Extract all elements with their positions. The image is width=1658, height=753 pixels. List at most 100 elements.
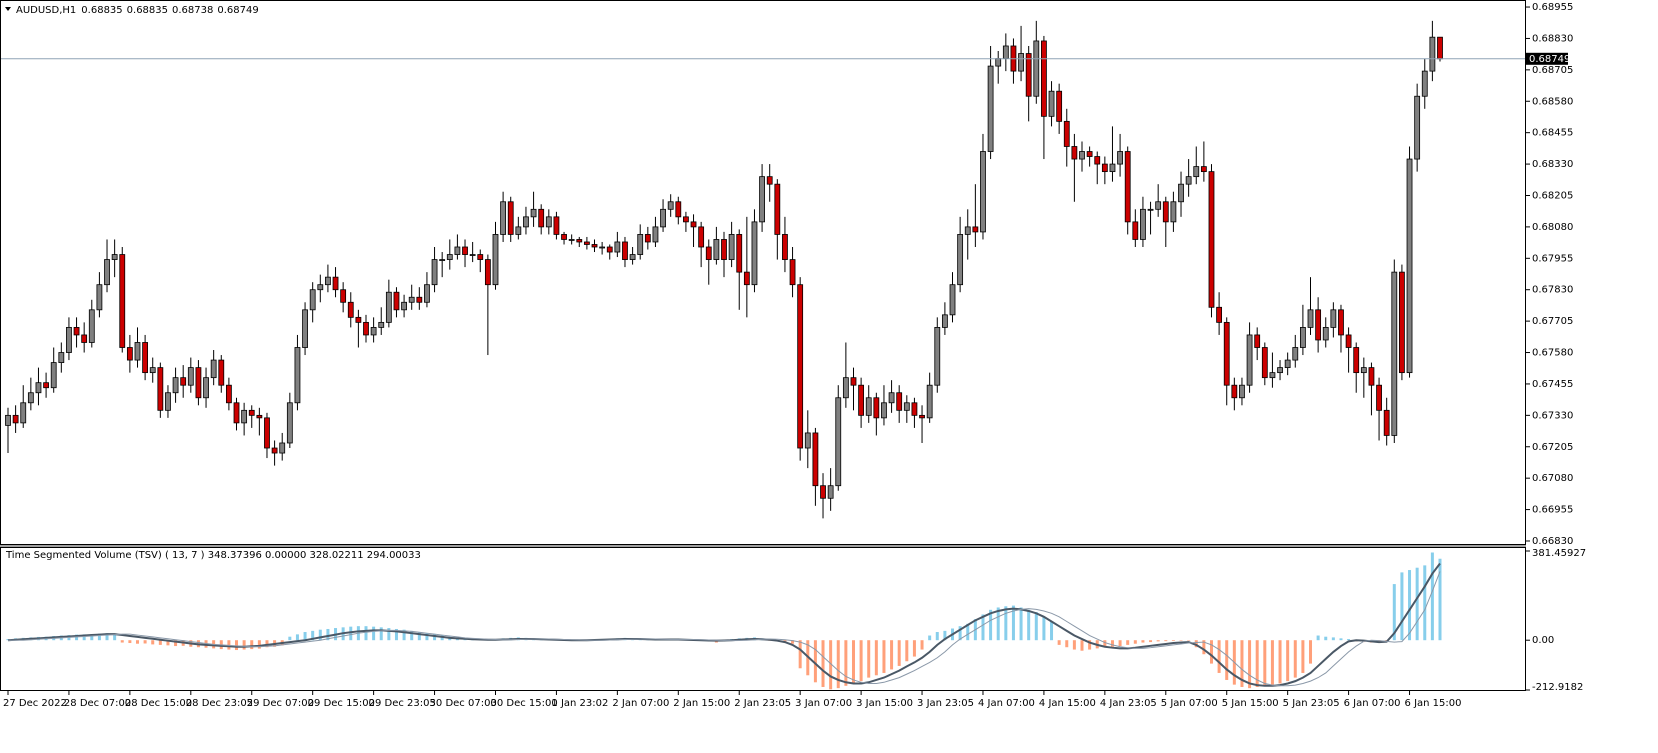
tsv-bar <box>151 640 155 645</box>
tsv-bar <box>1301 640 1305 673</box>
tsv-bar <box>1430 552 1434 641</box>
tsv-bar <box>1050 621 1054 641</box>
symbol-menu-arrow[interactable] <box>5 7 11 11</box>
tsv-bar <box>311 630 315 641</box>
candle-body <box>812 432 819 487</box>
candle-body <box>1322 327 1329 341</box>
tsv-line <box>8 571 1441 687</box>
candle-body <box>58 352 65 363</box>
candle-body <box>203 377 209 399</box>
last-low: 0.68738 <box>172 5 213 16</box>
candle-body <box>134 342 141 361</box>
candle-body <box>995 58 1002 67</box>
candle-body <box>1399 271 1405 374</box>
symbol: AUDUSD,H1 <box>16 5 76 16</box>
tsv-bar <box>410 630 414 641</box>
tsv-bar <box>1088 640 1092 650</box>
candle-body <box>1025 53 1032 97</box>
candle-body <box>195 367 202 399</box>
y-tick-label: 0.68455 <box>1532 128 1573 139</box>
tsv-bar <box>1133 640 1137 644</box>
candle-body <box>484 259 491 286</box>
candle-body <box>294 347 301 404</box>
indicator-y-tick-label: 0.00 <box>1532 635 1554 646</box>
candle-body <box>1140 208 1146 240</box>
candle-body <box>1429 36 1436 72</box>
candle-body <box>317 284 324 291</box>
tsv-bar <box>1156 640 1160 642</box>
tsv-bar <box>1057 640 1061 645</box>
tsv-bar <box>1110 640 1114 647</box>
candle-body <box>964 226 971 235</box>
x-tick-label: 2 Jan 15:00 <box>673 698 730 709</box>
x-tick-label: 29 Dec 07:00 <box>247 698 314 709</box>
tsv-bar <box>966 623 970 641</box>
tsv-bar <box>1011 605 1015 641</box>
tsv-bar <box>1248 640 1252 689</box>
x-tick-label: 29 Dec 23:05 <box>369 698 436 709</box>
candle-body <box>1231 384 1238 399</box>
x-tick-label: 3 Jan 07:00 <box>795 698 852 709</box>
x-tick-label: 5 Jan 15:00 <box>1222 698 1279 709</box>
candle-body <box>393 291 400 311</box>
candle-body <box>736 234 743 273</box>
candle-body <box>492 234 499 286</box>
tsv-bar <box>859 640 863 682</box>
y-tick-label: 0.68080 <box>1532 222 1573 233</box>
tsv-bar <box>1286 640 1290 682</box>
tsv-bar <box>981 614 985 641</box>
tsv-bar <box>166 640 170 646</box>
tsv-bar <box>1194 640 1198 648</box>
tsv-bar <box>1270 640 1274 685</box>
tsv-bar <box>135 640 139 644</box>
tsv-bar <box>1263 640 1267 686</box>
candle-body <box>934 327 941 386</box>
y-tick-label: 0.67955 <box>1532 253 1573 264</box>
tsv-bar <box>897 640 901 666</box>
tsv-bar <box>1179 640 1183 641</box>
tsv-bar <box>882 640 886 673</box>
candle-body <box>149 367 156 374</box>
tsv-bar <box>874 640 878 676</box>
x-tick-label: 4 Jan 07:00 <box>978 698 1035 709</box>
main-panel-frame <box>0 0 1526 545</box>
candle-body <box>926 384 933 419</box>
candle-body <box>469 254 476 256</box>
indicator-y-tick-label: -212.9182 <box>1532 682 1583 693</box>
candle-body <box>553 216 560 235</box>
candle-body <box>1117 151 1123 165</box>
candle-body <box>1223 321 1230 386</box>
candle-body <box>126 347 133 361</box>
chart-header: AUDUSD,H1 0.68835 0.68835 0.68738 0.68749 <box>16 5 259 16</box>
candle-body <box>286 402 293 444</box>
candle-body <box>987 65 994 152</box>
candle-body <box>218 359 225 386</box>
tsv-bar <box>1080 640 1084 651</box>
candle-body <box>637 234 644 255</box>
tsv-bar <box>1187 640 1191 641</box>
candle-body <box>88 309 95 343</box>
tsv-bar <box>1004 606 1008 641</box>
x-tick-label: 4 Jan 15:00 <box>1039 698 1096 709</box>
y-tick-label: 0.66830 <box>1532 536 1573 547</box>
candle-body <box>12 414 19 424</box>
candle-body <box>538 208 545 228</box>
tsv-bar <box>1255 640 1259 687</box>
candle-body <box>35 382 42 394</box>
tsv-bar <box>120 640 124 643</box>
candle-body <box>408 296 415 303</box>
candle-body <box>705 246 712 260</box>
candle-body <box>591 244 598 248</box>
indicator-y-tick-label: 381.45927 <box>1532 548 1586 559</box>
tsv-bar <box>1027 609 1031 641</box>
candle-body <box>1071 146 1078 160</box>
candle-body <box>1178 183 1184 203</box>
candle-body <box>1360 367 1367 374</box>
tsv-bar <box>1072 640 1076 650</box>
tsv-bar <box>928 635 932 641</box>
candle-body <box>683 216 689 223</box>
y-tick-label: 0.68955 <box>1532 2 1573 13</box>
y-tick-label: 0.67455 <box>1532 379 1573 390</box>
